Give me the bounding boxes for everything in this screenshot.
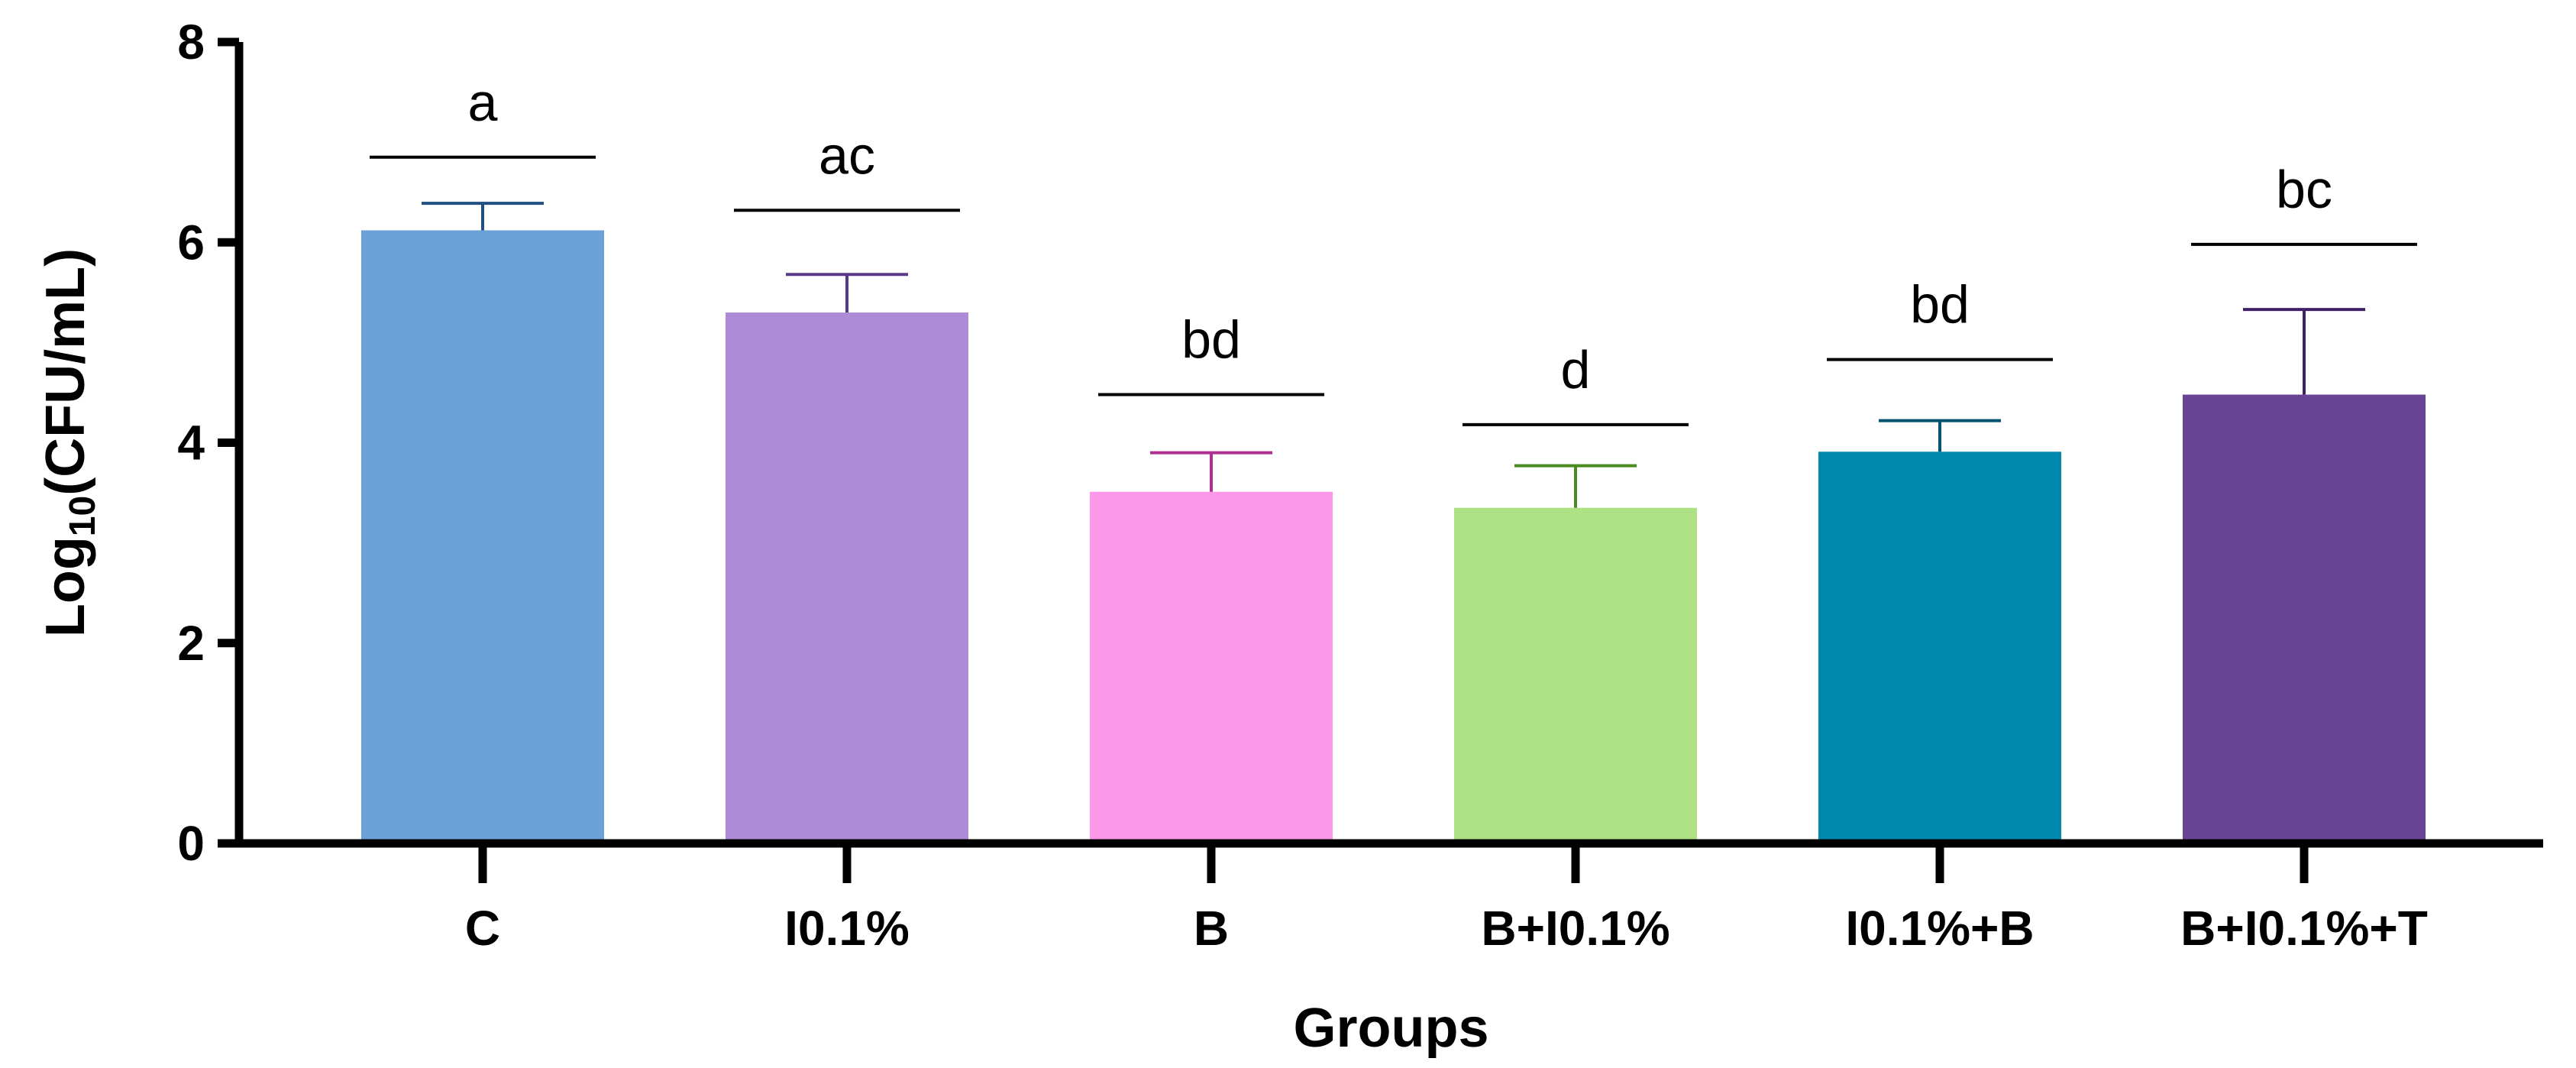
significance-letter: bd [1181, 310, 1241, 370]
error-bars [422, 202, 2365, 508]
x-axis-ticks: C I0.1% B B+I0.1% I0.1%+B B+I0.1%+T [465, 843, 2428, 956]
significance-letter: d [1561, 340, 1591, 400]
y-tick-label: 2 [177, 616, 205, 671]
bar [726, 312, 968, 844]
x-tick-label: B [1194, 901, 1229, 956]
x-tick-label: C [465, 901, 500, 956]
significance-annotations: a ac bd d bd bc [370, 73, 2417, 426]
y-tick-label: 8 [177, 15, 205, 70]
x-tick-label: I0.1% [784, 901, 910, 956]
y-tick-label: 4 [177, 416, 205, 471]
bars [361, 230, 2426, 844]
y-axis-title-rest: (CFU/mL) [35, 248, 96, 496]
significance-letter: bd [1910, 275, 1970, 335]
bar [2183, 394, 2426, 843]
y-axis-title: Log10(CFU/mL) [35, 248, 103, 637]
x-axis-title: Groups [1293, 998, 1488, 1059]
y-axis-title-subscript: 10 [63, 496, 103, 536]
x-tick-label: B+I0.1%+T [2180, 901, 2428, 956]
x-tick-label: B+I0.1% [1481, 901, 1669, 956]
x-tick-label: I0.1%+B [1845, 901, 2034, 956]
y-axis-ticks: 0 2 4 6 8 [177, 15, 239, 871]
significance-letter: ac [819, 125, 875, 185]
bar [1454, 507, 1697, 843]
bar [1818, 451, 2061, 843]
y-axis-title-main: Log [35, 536, 96, 637]
significance-letter: bc [2276, 160, 2332, 219]
significance-letter: a [468, 73, 498, 132]
y-tick-label: 6 [177, 215, 205, 270]
bar [361, 230, 604, 843]
y-tick-label: 0 [177, 816, 205, 871]
bar [1090, 491, 1333, 843]
